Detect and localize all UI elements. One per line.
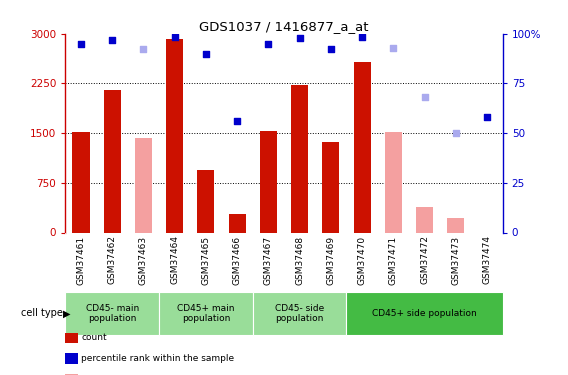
- Bar: [72, 132, 90, 232]
- Bar: [65, 292, 159, 335]
- Point: [326, 46, 335, 52]
- Text: count: count: [81, 333, 107, 342]
- Point: [295, 35, 304, 41]
- Bar: [166, 39, 183, 232]
- Text: GSM37468: GSM37468: [295, 236, 304, 285]
- Text: GSM37463: GSM37463: [139, 236, 148, 285]
- Bar: [346, 292, 503, 335]
- Text: GSM37466: GSM37466: [233, 236, 241, 285]
- Bar: [291, 86, 308, 232]
- Bar: [385, 132, 402, 232]
- Point: [233, 118, 242, 124]
- Bar: [135, 138, 152, 232]
- Text: CD45- side
population: CD45- side population: [275, 304, 324, 323]
- Point: [451, 130, 460, 136]
- Text: GSM37473: GSM37473: [452, 236, 460, 285]
- Text: CD45+ side population: CD45+ side population: [372, 309, 477, 318]
- Text: GSM37471: GSM37471: [389, 236, 398, 285]
- Text: GSM37467: GSM37467: [264, 236, 273, 285]
- Bar: [197, 170, 215, 232]
- Text: GSM37461: GSM37461: [77, 236, 85, 285]
- Title: GDS1037 / 1416877_a_at: GDS1037 / 1416877_a_at: [199, 20, 369, 33]
- Text: cell type: cell type: [20, 308, 62, 318]
- Bar: [322, 142, 340, 232]
- Point: [420, 94, 429, 100]
- Bar: [260, 131, 277, 232]
- Text: GSM37472: GSM37472: [420, 236, 429, 284]
- Point: [76, 41, 86, 47]
- Text: GSM37469: GSM37469: [327, 236, 335, 285]
- Bar: [253, 292, 346, 335]
- Text: CD45+ main
population: CD45+ main population: [177, 304, 235, 323]
- Bar: [159, 292, 253, 335]
- Text: CD45- main
population: CD45- main population: [86, 304, 139, 323]
- Point: [389, 45, 398, 51]
- Point: [170, 34, 179, 40]
- Point: [139, 46, 148, 52]
- Text: ▶: ▶: [63, 308, 70, 318]
- Point: [358, 34, 367, 40]
- Bar: [103, 90, 121, 232]
- Text: GSM37470: GSM37470: [358, 236, 366, 285]
- Point: [108, 37, 117, 43]
- Text: GSM37464: GSM37464: [170, 236, 179, 284]
- Text: GSM37474: GSM37474: [483, 236, 491, 284]
- Text: percentile rank within the sample: percentile rank within the sample: [81, 354, 235, 363]
- Point: [264, 41, 273, 47]
- Bar: [416, 207, 433, 232]
- Point: [202, 51, 211, 57]
- Bar: [228, 214, 246, 232]
- Text: GSM37465: GSM37465: [202, 236, 210, 285]
- Point: [483, 114, 492, 120]
- Bar: [353, 62, 371, 232]
- Bar: [447, 218, 465, 232]
- Text: GSM37462: GSM37462: [108, 236, 116, 284]
